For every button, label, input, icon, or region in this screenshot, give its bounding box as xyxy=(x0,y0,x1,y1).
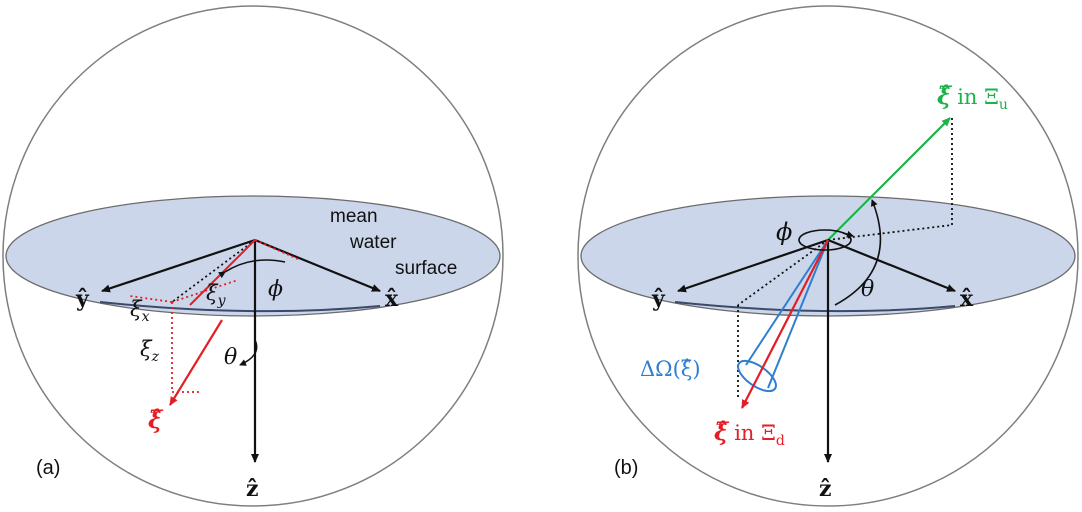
axis-z-label-b: ẑ xyxy=(819,476,832,502)
phi-label-b: ϕ xyxy=(776,218,792,246)
cone-edge-right xyxy=(767,239,829,389)
xi-up-label: ξ̂ in Ξu xyxy=(937,81,1008,113)
surface-label-line2: water xyxy=(349,232,397,253)
surface-rim-b xyxy=(674,301,956,313)
sphere-a xyxy=(2,5,504,507)
cone-edge-left xyxy=(745,239,829,366)
xi-y-label: ξy xyxy=(206,281,227,309)
sphere-b xyxy=(577,5,1079,507)
panel-b: ŷ x̂ ẑ ϕ θ ξ̂ in Ξu ξ̂ in Ξd ΔΩ(ξ̂) (b) xyxy=(577,5,1079,507)
xi-x-label: ξx xyxy=(130,297,150,325)
dotted-xy-proj-a xyxy=(171,239,256,303)
theta-arc-b xyxy=(834,199,882,306)
panel-a-label: (a) xyxy=(36,457,60,479)
dotted-x-comp-a xyxy=(129,295,173,303)
surface-label-line1: mean xyxy=(330,206,378,227)
solid-angle-label: ΔΩ(ξ̂) xyxy=(640,357,701,381)
axis-y-arrow-a xyxy=(101,238,256,293)
theta-arc-a xyxy=(239,339,258,366)
phi-loop-arrow xyxy=(842,230,854,238)
axis-x-arrow-b xyxy=(827,238,956,293)
panel-b-label: (b) xyxy=(614,457,638,479)
phi-loop-b xyxy=(798,229,852,251)
axis-x-label-b: x̂ xyxy=(960,286,974,312)
xi-up-vector xyxy=(827,117,951,241)
xi-hat-label-a: ξ̂ xyxy=(148,405,164,434)
theta-label-a: θ xyxy=(224,345,237,370)
red-surface-line-a xyxy=(254,239,301,261)
phi-label-a: ϕ xyxy=(268,277,283,302)
dotted-y-comp-a xyxy=(171,279,239,303)
axis-y-label-b: ŷ xyxy=(651,286,666,312)
surface-rim-a xyxy=(99,301,381,313)
xi-z-label: ξz xyxy=(140,337,160,365)
phi-arc-a xyxy=(218,259,286,279)
surface-label-line3: surface xyxy=(395,258,457,279)
theta-label-b: θ xyxy=(861,277,874,302)
axis-z-label-a: ẑ xyxy=(246,476,259,502)
axis-y-label-a: ŷ xyxy=(75,286,90,312)
xi-down-label: ξ̂ in Ξd xyxy=(714,417,785,449)
axis-x-arrow-a xyxy=(254,238,381,293)
xi-hat-vector-a xyxy=(169,319,223,406)
panel-a: mean water surface ŷ x̂ ẑ ξx ξy ξz ϕ θ ξ… xyxy=(2,5,504,507)
xi-down-vector xyxy=(741,239,829,409)
dotted-down-proj xyxy=(737,239,829,306)
axis-y-arrow-b xyxy=(677,238,829,293)
axis-x-label-a: x̂ xyxy=(385,286,399,312)
